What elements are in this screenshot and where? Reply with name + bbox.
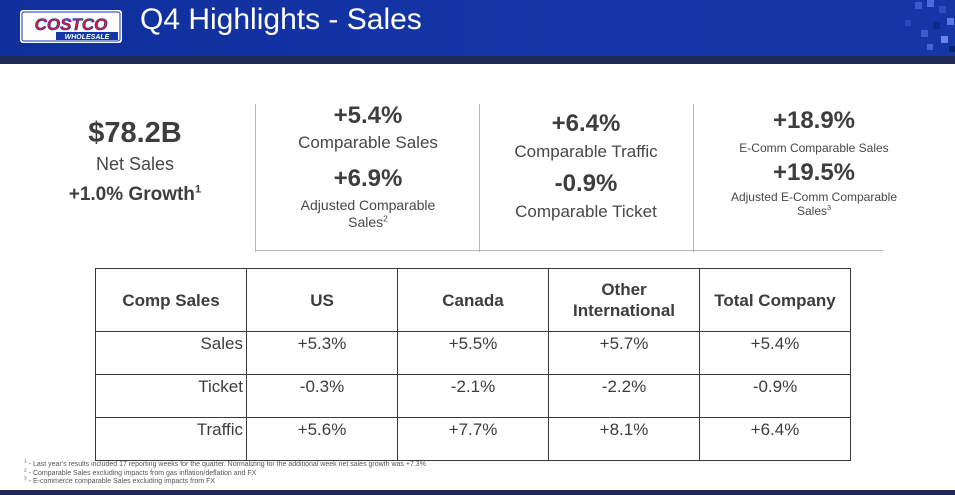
comparable-sales-label: Comparable Sales <box>298 133 438 152</box>
table-row: Ticket -0.3% -2.1% -2.2% -0.9% <box>95 374 851 418</box>
bottom-bar <box>0 490 955 495</box>
comparable-ticket-value: -0.9% <box>554 170 618 197</box>
footnote-3-text: - E-commerce comparable Sales excluding … <box>26 478 216 485</box>
footnotes: 1 - Last year's results included 17 repo… <box>24 459 426 487</box>
header-other-line2: International <box>572 301 675 320</box>
footnote-1-mark: 1 <box>24 459 27 465</box>
row-label-traffic: Traffic <box>95 417 247 461</box>
cell-ticket-other: -2.2% <box>548 374 700 418</box>
comparable-ticket-label: Comparable Ticket <box>515 202 657 221</box>
kpi-ecomm: +18.9% E-Comm Comparable Sales +19.5% Ad… <box>700 106 928 256</box>
cell-traffic-us: +5.6% <box>246 417 398 461</box>
kpi-divider-3 <box>693 104 694 252</box>
comparable-sales-value: +5.4% <box>333 102 403 129</box>
header-other-international: Other International <box>548 268 700 332</box>
adjusted-comparable-label-line2: Sales <box>348 214 384 230</box>
header-bar: COSTCO WHOLESALE Q4 Highlights - Sales <box>0 0 955 56</box>
footnote-1: 1 - Last year's results included 17 repo… <box>24 459 426 470</box>
cell-ticket-total: -0.9% <box>699 374 851 418</box>
table-row: Traffic +5.6% +7.7% +8.1% +6.4% <box>95 417 851 461</box>
footnote-1-text: - Last year's results included 17 report… <box>26 461 426 468</box>
costco-logo: COSTCO WHOLESALE <box>20 10 122 43</box>
header-divider <box>0 56 955 64</box>
cell-traffic-canada: +7.7% <box>397 417 549 461</box>
net-sales-growth-text: +1.0% Growth <box>68 184 195 205</box>
row-label-sales: Sales <box>95 331 247 375</box>
ecomm-comparable-label: E-Comm Comparable Sales <box>739 141 889 155</box>
header-us: US <box>246 268 398 332</box>
comp-sales-table: Comp Sales US Canada Other International… <box>95 268 851 461</box>
net-sales-growth: +1.0% Growth1 <box>20 182 250 208</box>
net-sales-value: $78.2B <box>88 117 182 149</box>
cell-sales-total: +5.4% <box>699 331 851 375</box>
kpi-divider-1 <box>255 104 256 252</box>
cell-traffic-other: +8.1% <box>548 417 700 461</box>
comparable-traffic-value: +6.4% <box>551 110 621 137</box>
footnote-ref-3: 3 <box>827 203 832 212</box>
adjusted-comparable-label: Adjusted Comparable Sales2 <box>260 197 476 231</box>
logo-costco-text: COSTCO <box>35 15 108 34</box>
header-other-line1: Other <box>601 280 647 299</box>
footnote-ref-1: 1 <box>194 183 202 196</box>
cell-sales-other: +5.7% <box>548 331 700 375</box>
header-pixel-decoration <box>905 0 955 52</box>
kpi-net-sales: $78.2B Net Sales +1.0% Growth1 <box>20 116 250 266</box>
cell-ticket-us: -0.3% <box>246 374 398 418</box>
cell-sales-us: +5.3% <box>246 331 398 375</box>
header-canada: Canada <box>397 268 549 332</box>
footnote-2: 2 - Comparable Sales excluding impacts f… <box>24 468 426 479</box>
kpi-divider-2 <box>479 104 480 252</box>
adjusted-ecomm-value: +19.5% <box>772 159 856 186</box>
adjusted-comparable-label-line1: Adjusted Comparable <box>300 197 436 213</box>
ecomm-comparable-value: +18.9% <box>772 107 856 134</box>
adjusted-comparable-value: +6.9% <box>333 165 403 192</box>
adjusted-ecomm-label-line1: Adjusted E-Comm Comparable <box>730 190 898 204</box>
footnote-2-text: - Comparable Sales excluding impacts fro… <box>26 469 257 477</box>
kpi-baseline <box>255 250 883 251</box>
header-comp-sales: Comp Sales <box>95 268 247 332</box>
footnote-3: 3 - E-commerce comparable Sales excludin… <box>24 476 426 487</box>
adjusted-ecomm-label: Adjusted E-Comm Comparable Sales3 <box>700 190 928 218</box>
logo-wholesale-text: WHOLESALE <box>65 34 110 41</box>
kpi-comparable-sales: +5.4% Comparable Sales +6.9% Adjusted Co… <box>260 101 476 251</box>
comparable-traffic-label: Comparable Traffic <box>514 142 658 161</box>
footnote-3-mark: 3 <box>24 476 27 482</box>
footnote-ref-2: 2 <box>383 213 388 224</box>
cell-sales-canada: +5.5% <box>397 331 549 375</box>
footnote-2-mark: 2 <box>24 468 27 474</box>
table-header-row: Comp Sales US Canada Other International… <box>95 268 851 332</box>
header-total-company: Total Company <box>699 268 851 332</box>
cell-ticket-canada: -2.1% <box>397 374 549 418</box>
row-label-ticket: Ticket <box>95 374 247 418</box>
net-sales-label: Net Sales <box>95 154 175 174</box>
kpi-traffic: +6.4% Comparable Traffic -0.9% Comparabl… <box>482 109 690 259</box>
adjusted-ecomm-label-line2: Sales <box>796 204 828 218</box>
page-title: Q4 Highlights - Sales <box>140 3 422 36</box>
table-row: Sales +5.3% +5.5% +5.7% +5.4% <box>95 331 851 375</box>
cell-traffic-total: +6.4% <box>699 417 851 461</box>
